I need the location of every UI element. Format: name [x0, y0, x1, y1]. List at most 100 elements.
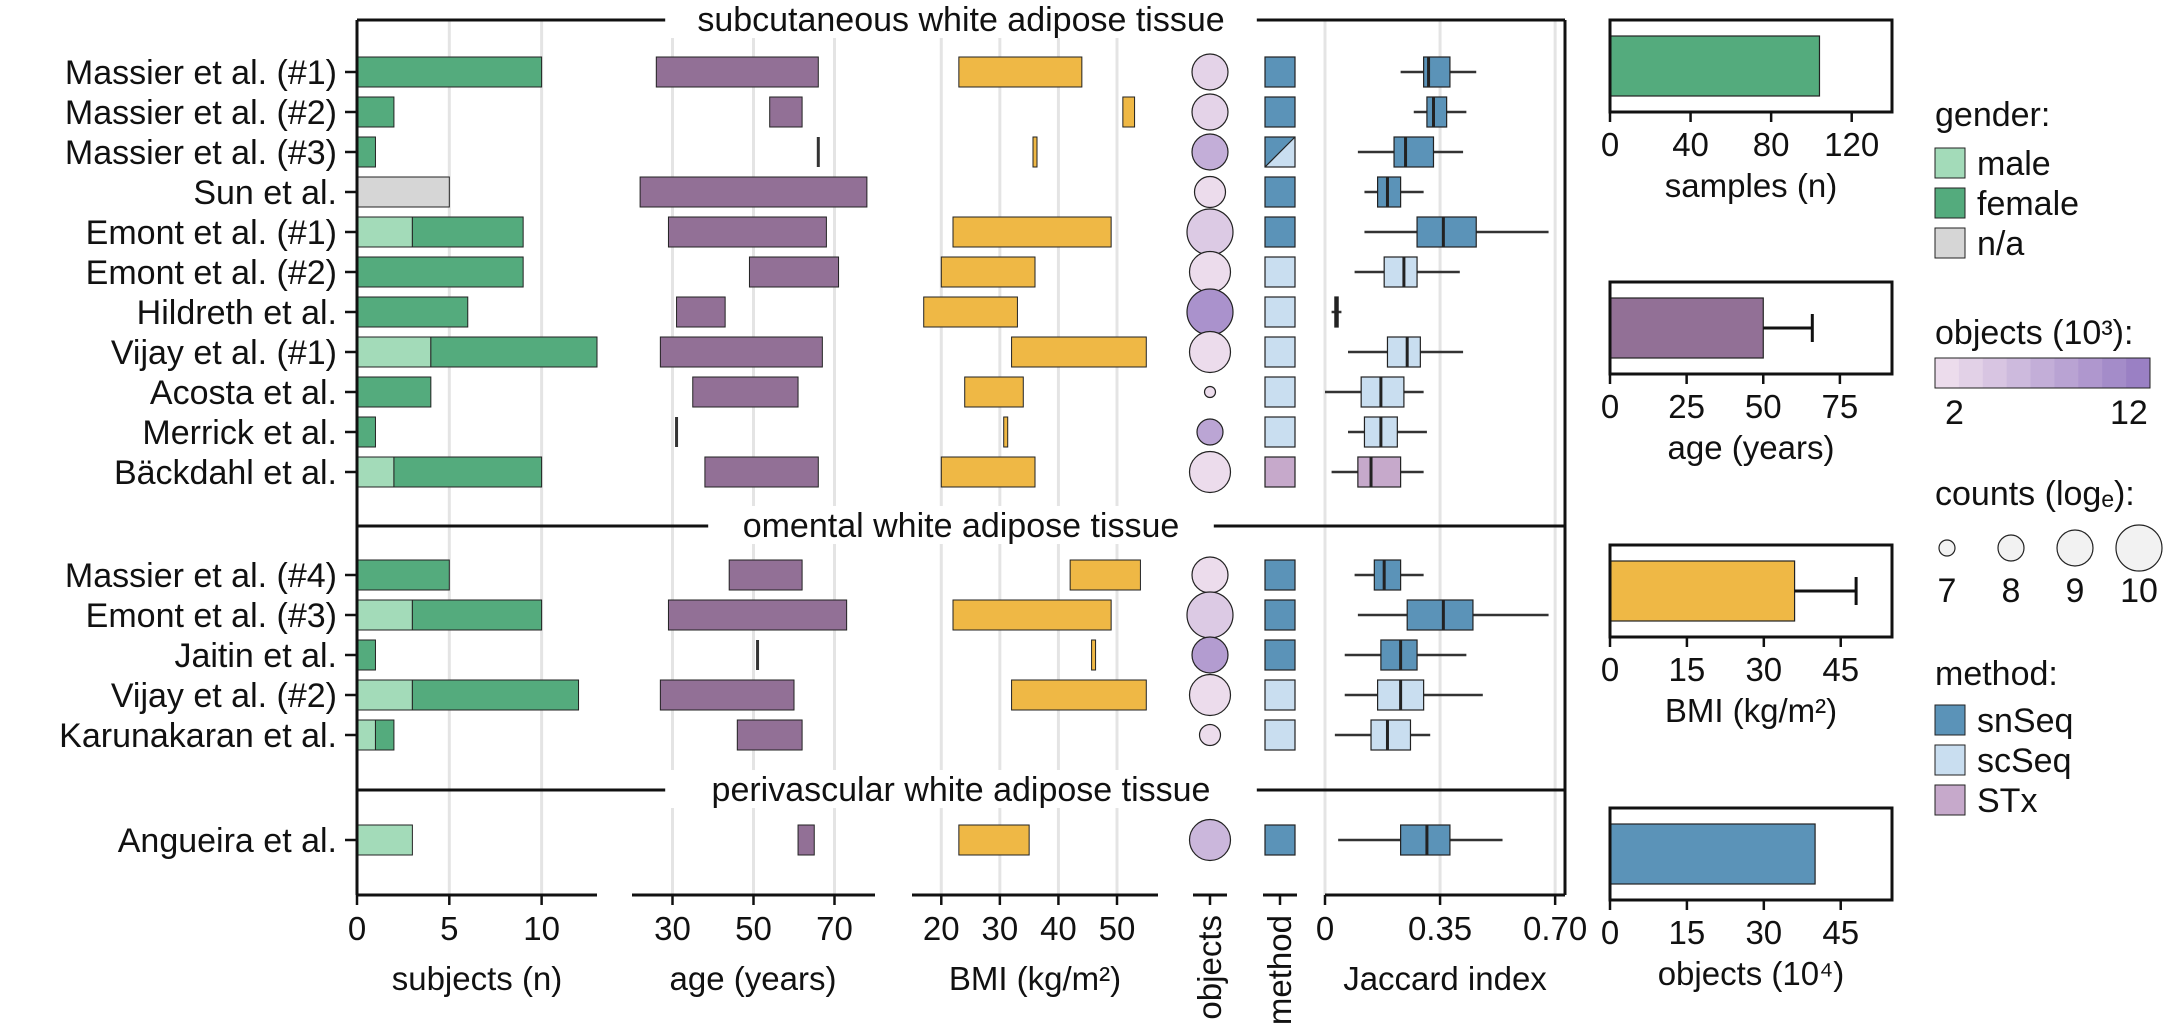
- study-label: Emont et al. (#3): [86, 597, 337, 635]
- method-square: [1264, 376, 1296, 408]
- subjects-bar-female: [356, 416, 376, 448]
- objects-circle: [1188, 450, 1232, 494]
- summary-tick-label: 120: [1824, 126, 1879, 163]
- legend-swatch-male: [1934, 147, 1966, 179]
- objects-circle: [1198, 723, 1222, 747]
- legend-label-snSeq: snSeq: [1977, 702, 2073, 740]
- x-tick-label: 0: [348, 910, 366, 947]
- jaccard-box: [1360, 376, 1405, 408]
- jaccard-box: [1393, 136, 1435, 168]
- method-square: [1264, 56, 1296, 88]
- method-square: [1264, 336, 1296, 368]
- bmi-point: [1003, 416, 1009, 448]
- legend-counts-circle: [2115, 524, 2163, 572]
- study-label: Acosta et al.: [150, 374, 337, 412]
- objects-axis-title: objects: [1191, 915, 1228, 1020]
- subjects-bar-female: [356, 96, 395, 128]
- legend-counts-label: 8: [2002, 572, 2021, 610]
- x-tick-label: 30: [981, 910, 1018, 947]
- jaccard-box: [1400, 824, 1451, 856]
- bmi-point: [1032, 136, 1038, 168]
- subjects-bar-female: [356, 376, 432, 408]
- age-bar: [667, 216, 827, 248]
- legend-label-scSeq: scSeq: [1977, 742, 2072, 780]
- summary-axis-title-bmi: BMI (kg/m²): [1665, 692, 1837, 729]
- legend-swatch-female: [1934, 187, 1966, 219]
- legend-label-male: male: [1977, 145, 2051, 183]
- bmi-axis-title: BMI (kg/m²): [949, 960, 1121, 997]
- legend-label-female: female: [1977, 185, 2079, 223]
- age-bar: [728, 559, 803, 591]
- bmi-bar: [923, 296, 1018, 328]
- legend-swatch-scSeq: [1934, 744, 1966, 776]
- jaccard-axis-title: Jaccard index: [1343, 960, 1547, 997]
- summary-axis-title-samples: samples (n): [1665, 167, 1837, 204]
- objects-circle: [1191, 556, 1229, 594]
- legend-label-n/a: n/a: [1977, 225, 2024, 263]
- method-square: [1264, 639, 1296, 671]
- objects-circle: [1191, 636, 1229, 674]
- jaccard-box: [1426, 96, 1448, 128]
- x-tick-label: 5: [440, 910, 458, 947]
- legend-counts-label: 10: [2120, 572, 2158, 610]
- objects-circle: [1186, 288, 1234, 336]
- bmi-bar: [1069, 559, 1141, 591]
- subjects-bar-male: [356, 216, 413, 248]
- section-title: perivascular white adipose tissue: [712, 771, 1211, 809]
- jaccard-box: [1370, 719, 1412, 751]
- study-label: Angueira et al.: [118, 822, 337, 860]
- summary-tick-label: 75: [1822, 388, 1859, 425]
- legend-counts-circle: [2056, 529, 2094, 567]
- x-tick-label: 0.35: [1408, 910, 1472, 947]
- summary-frame-samples: [1608, 18, 1894, 114]
- objects-circle: [1186, 208, 1234, 256]
- study-label: Jaitin et al.: [174, 637, 337, 675]
- summary-tick-label: 15: [1669, 914, 1706, 951]
- summary-tick-label: 0: [1601, 388, 1619, 425]
- subjects-bar-male: [356, 824, 413, 856]
- study-label: Massier et al. (#3): [65, 134, 337, 172]
- legend-objects-gradient-step: [2030, 358, 2055, 388]
- age-bar: [769, 96, 803, 128]
- objects-circle: [1193, 175, 1227, 209]
- legend-objects-gradient-step: [2006, 358, 2032, 388]
- section-title-bg: [708, 506, 1214, 544]
- subjects-bar-female: [356, 559, 450, 591]
- subjects-bar-male: [356, 599, 413, 631]
- x-tick-label: 40: [1040, 910, 1077, 947]
- study-label: Massier et al. (#1): [65, 54, 337, 92]
- subjects-bar-female: [411, 599, 543, 631]
- summary-tick-label: 30: [1745, 914, 1782, 951]
- legend-counts-title: counts (logₑ):: [1935, 475, 2135, 513]
- bmi-bar: [958, 824, 1030, 856]
- section-title: omental white adipose tissue: [743, 507, 1180, 545]
- legend-gender-title: gender:: [1935, 96, 2050, 134]
- summary-tick-label: 0: [1601, 126, 1619, 163]
- legend-objects-gradient-step: [2126, 358, 2151, 388]
- summary-tick-label: 50: [1745, 388, 1782, 425]
- legend-swatch-STx: [1934, 784, 1966, 816]
- bmi-bar: [940, 256, 1036, 288]
- method-square: [1264, 559, 1296, 591]
- bmi-bar: [952, 216, 1112, 248]
- study-label: Karunakaran et al.: [59, 717, 337, 755]
- legend-counts-label: 7: [1938, 572, 1957, 610]
- summary-tick-label: 40: [1672, 126, 1709, 163]
- section-title-bg: [665, 0, 1257, 38]
- age-bar: [736, 719, 803, 751]
- jaccard-box: [1377, 176, 1402, 208]
- objects-circle: [1203, 385, 1217, 399]
- objects-circle: [1191, 93, 1229, 131]
- summary-tick-label: 0: [1601, 651, 1619, 688]
- method-square: [1264, 176, 1296, 208]
- legend-objects-gradient-step: [1935, 358, 1960, 388]
- age-bar: [748, 256, 840, 288]
- legend-swatch-snSeq: [1934, 704, 1966, 736]
- method-square: [1264, 679, 1296, 711]
- study-label: Merrick et al.: [142, 414, 337, 452]
- subjects-bar-female: [356, 56, 543, 88]
- age-bar: [692, 376, 799, 408]
- study-label: Emont et al. (#2): [86, 254, 337, 292]
- jaccard-box: [1357, 456, 1402, 488]
- legend-method-title: method:: [1935, 655, 2058, 693]
